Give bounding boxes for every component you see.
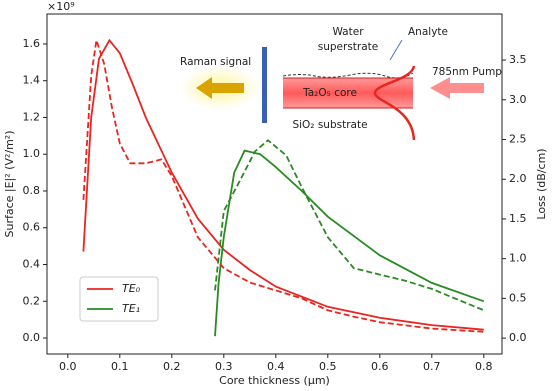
mode-profile xyxy=(373,65,416,141)
y2-tick-label: 3.0 xyxy=(509,93,527,106)
y2-tick-label: 2.5 xyxy=(509,133,527,146)
raman-arrow xyxy=(196,77,244,99)
y2-tick-label: 0.0 xyxy=(509,331,527,344)
y-tick-label: 1.6 xyxy=(23,37,41,50)
pump-arrow xyxy=(430,77,484,99)
y2-tick-label: 3.5 xyxy=(509,53,527,66)
analyte-layer xyxy=(282,72,414,79)
field-line xyxy=(82,38,484,331)
loss-line xyxy=(82,39,484,333)
legend-label: TE₀ xyxy=(122,282,141,295)
x-tick-label: 0.3 xyxy=(215,360,233,373)
x-tick-label: 0.8 xyxy=(475,360,493,373)
analyte-pointer xyxy=(389,39,403,61)
x-axis-label: Core thickness (μm) xyxy=(219,374,330,387)
y2-tick-label: 1.0 xyxy=(509,252,527,265)
plot-frame xyxy=(46,13,503,355)
y-tick-label: 0.4 xyxy=(23,257,41,270)
y-tick-label: 1.0 xyxy=(23,147,41,160)
annotation: Raman signal xyxy=(180,56,251,68)
y-tick-label: 0.2 xyxy=(23,294,41,307)
x-tick-label: 0.7 xyxy=(423,360,441,373)
legend-label: TE₁ xyxy=(122,302,140,315)
inset-diagram xyxy=(180,39,484,141)
legend-box xyxy=(79,276,159,322)
y-axis-label: Surface |E|² (V²/m²) xyxy=(3,130,16,237)
x-tick-label: 0.2 xyxy=(163,360,181,373)
y-tick-label: 0.0 xyxy=(23,331,41,344)
annotation: SiO₂ substrate xyxy=(292,119,367,131)
x-tick-label: 0.5 xyxy=(319,360,337,373)
x-tick-label: 0.4 xyxy=(267,360,285,373)
y-tick-label: 1.4 xyxy=(23,74,41,87)
y2-tick-label: 0.5 xyxy=(509,291,527,304)
y-tick-label: 0.6 xyxy=(23,221,41,234)
x-tick-label: 0.6 xyxy=(371,360,389,373)
field-line xyxy=(214,149,485,337)
detector xyxy=(262,47,267,123)
annotation: Water xyxy=(332,26,364,38)
y-tick-label: 1.2 xyxy=(23,110,41,123)
x-tick-label: 0.1 xyxy=(111,360,129,373)
annotation: superstrate xyxy=(318,41,378,53)
legend: TE₀ TE₁ xyxy=(79,276,159,322)
y2-axis-label: Loss (dB/cm) xyxy=(535,148,548,219)
annotation: 785nm Pump xyxy=(432,66,502,78)
y-multiplier: ×10⁹ xyxy=(47,0,75,13)
annotation: Analyte xyxy=(408,26,448,38)
y2-tick-label: 1.5 xyxy=(509,212,527,225)
annotation: Ta₂O₅ core xyxy=(302,87,357,99)
x-tick-label: 0.0 xyxy=(59,360,77,373)
y-tick-label: 0.8 xyxy=(23,184,41,197)
loss-line xyxy=(214,139,485,312)
y2-tick-label: 2.0 xyxy=(509,172,527,185)
